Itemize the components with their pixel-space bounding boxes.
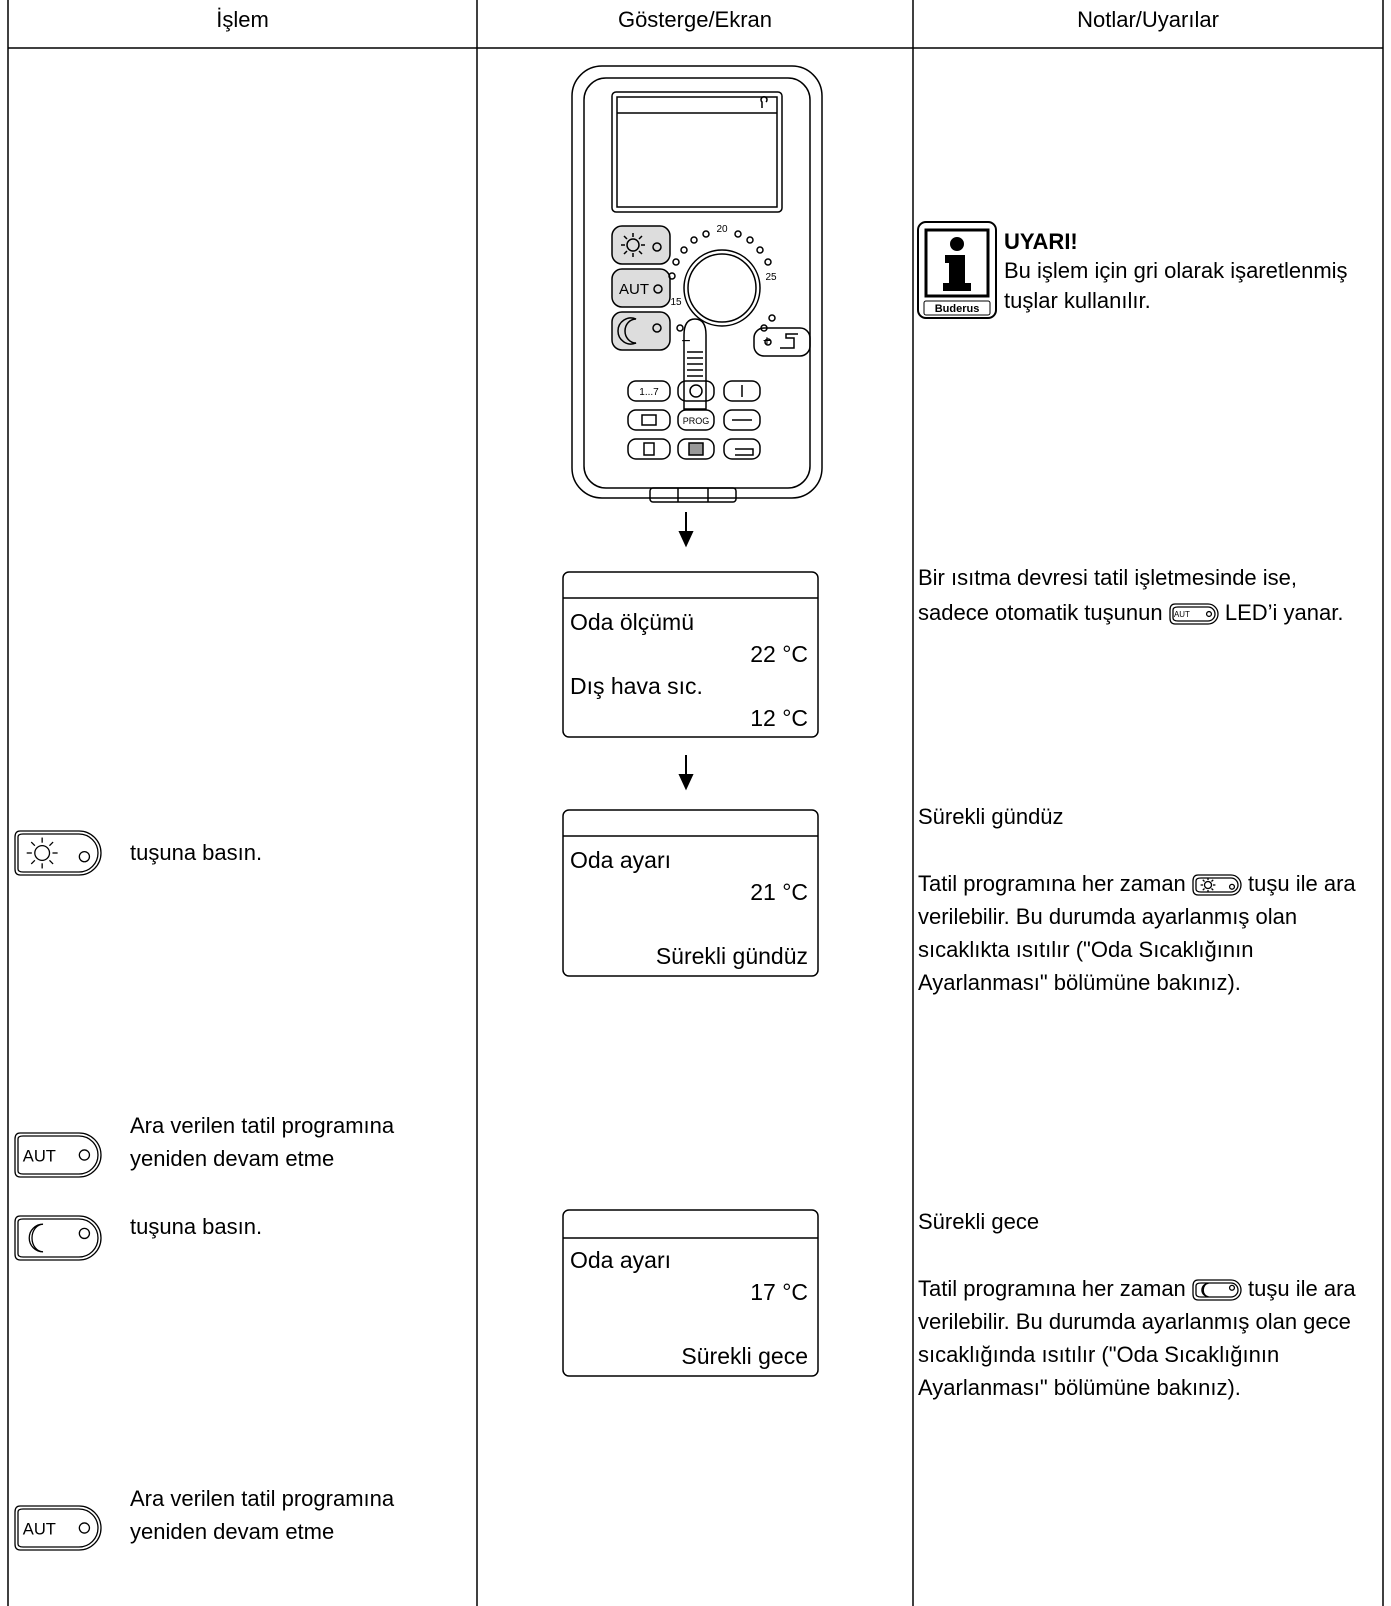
display-text: Sürekli gündüz [656,943,808,969]
note-text: Tatil programına her zaman [918,1276,1186,1301]
display-text: 12 °C [750,705,808,731]
table-lines [7,0,1384,1606]
dial-label: − [681,333,690,350]
note-title: Sürekli gece [918,1209,1040,1234]
button-icon: AUT [14,1132,102,1178]
button-outline [14,1215,102,1261]
display-text: Oda ayarı [570,847,671,873]
button-label: AUT [1174,610,1190,619]
dial-label: + [763,332,771,348]
note-text: tuşu ile ara verilebilir. Bu durumda aya… [918,871,1356,995]
auto-button: AUT [14,1505,102,1551]
display-text: Sürekli gece [681,1343,808,1369]
sun-ray [1210,879,1214,883]
button-outline [1192,874,1242,896]
auto-button: AUT [1169,603,1219,625]
led [78,1149,91,1161]
led [1205,611,1212,618]
step-text: tuşuna basın. [130,840,263,865]
display-frames [562,571,819,1377]
step-text: Ara verilen tatil programına yeniden dev… [130,1113,395,1171]
button-outline [17,1135,99,1175]
moon-symbol [28,1223,44,1253]
warning-text: Bu işlem için gri olarak işaretlenmiş tu… [1004,258,1348,313]
note-text: LED’i yanar. [1224,600,1344,625]
sun-ray [48,859,54,865]
display-text: Dış hava sıc. [570,673,703,699]
step-text: tuşuna basın. [130,1214,263,1239]
arrows [678,512,694,791]
led [1228,1284,1235,1292]
sun-ray [30,859,36,865]
button-outline [17,1218,99,1258]
sun-ray [30,841,36,847]
sun-symbol [34,844,51,862]
note: Tatil programına her zaman tuşu ile ara … [918,1272,1358,1404]
sun-symbol [1203,881,1213,890]
note-text: tuşu ile ara verilebilir. Bu durumda aya… [918,1276,1356,1400]
display-text: 21 °C [750,879,808,905]
sun-ray [1202,888,1205,891]
info-icon: Buderus [917,221,997,319]
column-header: Gösterge/Ekran [617,7,773,32]
led [78,1522,91,1534]
moon-button [14,1215,102,1261]
button-outline [17,1508,99,1548]
column-header: Notlar/Uyarılar [1077,7,1219,32]
logo: Buderus [935,303,980,315]
sun-button [14,830,102,876]
key-label: PROG [683,416,710,426]
note-text: Tatil programına her zaman [918,871,1186,896]
note: Bir ısıtma devresi tatil işletmesinde is… [918,560,1373,630]
button-icon [14,830,102,876]
button-icon [1192,874,1242,896]
dial-dots [668,230,776,332]
button-label: AUT [23,1146,56,1165]
keypad [627,380,761,460]
moon-button [1192,1279,1242,1301]
button-icon: AUT [1169,603,1219,625]
led [78,1227,91,1240]
sun-ray [1202,879,1205,883]
dial-label: 25 [765,272,777,283]
button-icon: AUT [14,1505,102,1551]
display-text: 17 °C [750,1279,808,1305]
column-header: İşlem [216,7,269,32]
button-outline [1195,1282,1239,1298]
led [78,850,91,863]
button-outline [14,1505,102,1551]
sun-ray [48,841,54,847]
moon-symbol [1201,1282,1209,1298]
led [1228,883,1235,891]
button-icon [14,1215,102,1261]
display-text: Oda ayarı [570,1247,671,1273]
display-text: Oda ölçümü [570,609,694,635]
button-outline [14,1132,102,1178]
sun-button [1192,874,1242,896]
dial-label: 20 [716,224,728,235]
button-outline [17,833,99,873]
button-outline [1195,877,1239,893]
key-label: AUT [619,281,649,298]
button-icon [1192,1279,1242,1301]
auto-button: AUT [14,1132,102,1178]
button-outline [14,830,102,876]
note-title: Sürekli gündüz [918,804,1064,829]
warning-title: UYARI! [1004,229,1078,254]
button-outline [1192,1279,1242,1301]
sun-ray [1210,888,1214,891]
button-label: AUT [23,1519,56,1538]
note: Tatil programına her zaman tuşu ile ara … [918,867,1358,999]
note-text: Bir ısıtma devresi tatil işletmesinde is… [918,565,1298,625]
step-text: Ara verilen tatil programına yeniden dev… [130,1486,395,1544]
button-outline [1172,606,1216,622]
dial-label: 15 [670,297,682,308]
button-outline [1169,603,1219,625]
key-label: 1...7 [639,387,659,398]
display-text: 22 °C [750,641,808,667]
device: AUT 20 25 15 − + 1...7 PROG [571,65,823,503]
